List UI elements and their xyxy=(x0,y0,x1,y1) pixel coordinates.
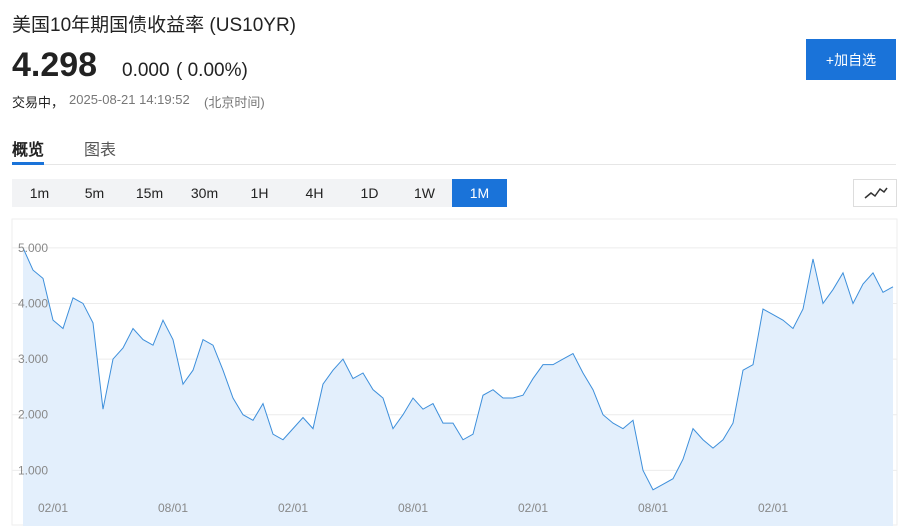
y-tick-label: 2.000 xyxy=(18,408,48,422)
tab[interactable]: 图表 xyxy=(84,142,117,159)
area xyxy=(23,247,893,526)
time: 2025-08-21 14:19:52 xyxy=(69,92,190,107)
y-tick-label: 5.000 xyxy=(18,241,48,255)
y-tick-label: 1.000 xyxy=(18,463,48,477)
x-tick-label: 02/01 xyxy=(518,501,548,515)
title-text: 美国10年期国债收益率 xyxy=(12,15,205,36)
change-pct: ( 0.00%) xyxy=(176,60,248,81)
interval-button[interactable]: 30m xyxy=(190,185,219,201)
icon xyxy=(864,187,888,199)
x-tick-label: 02/01 xyxy=(278,501,308,515)
x-tick-label: 08/01 xyxy=(158,501,188,515)
interval-button[interactable]: 1m xyxy=(29,185,50,201)
interval-button[interactable]: 1W xyxy=(414,185,435,201)
divider xyxy=(12,164,896,165)
x-tick-label: 02/01 xyxy=(758,501,788,515)
icon-line xyxy=(864,187,888,199)
code: (US10YR) xyxy=(209,15,296,36)
tab[interactable]: 概览 xyxy=(12,142,45,159)
interval-button[interactable]: 1H xyxy=(250,185,269,201)
interval-button[interactable]: 1M xyxy=(452,179,507,207)
status: 交易中， xyxy=(12,95,65,110)
y-tick-label: 3.000 xyxy=(18,352,48,366)
x-tick-label: 08/01 xyxy=(638,501,668,515)
title: 美国10年期国债收益率 (US10YR) xyxy=(12,10,296,37)
x-tick-label: 08/01 xyxy=(398,501,428,515)
timezone: (北京时间) xyxy=(204,95,265,110)
interval-button[interactable]: 15m xyxy=(135,185,164,201)
line xyxy=(22,247,894,491)
interval-bar: 1m 5m 15m 30m 1H 4H 1D 1W 1M xyxy=(12,179,507,207)
x-tick-label: 02/01 xyxy=(38,501,68,515)
price: 4.298 xyxy=(12,46,98,84)
interval-button[interactable]: 4H xyxy=(305,185,324,201)
interval-button[interactable]: 1D xyxy=(360,185,379,201)
interval-button[interactable]: 5m xyxy=(84,185,105,201)
add-button[interactable]: +加自选 xyxy=(806,39,896,80)
y-tick-label: 4.000 xyxy=(18,296,48,310)
chart-type-button[interactable] xyxy=(853,179,897,207)
tab-underline xyxy=(12,162,44,165)
change: 0.000 xyxy=(122,60,170,81)
